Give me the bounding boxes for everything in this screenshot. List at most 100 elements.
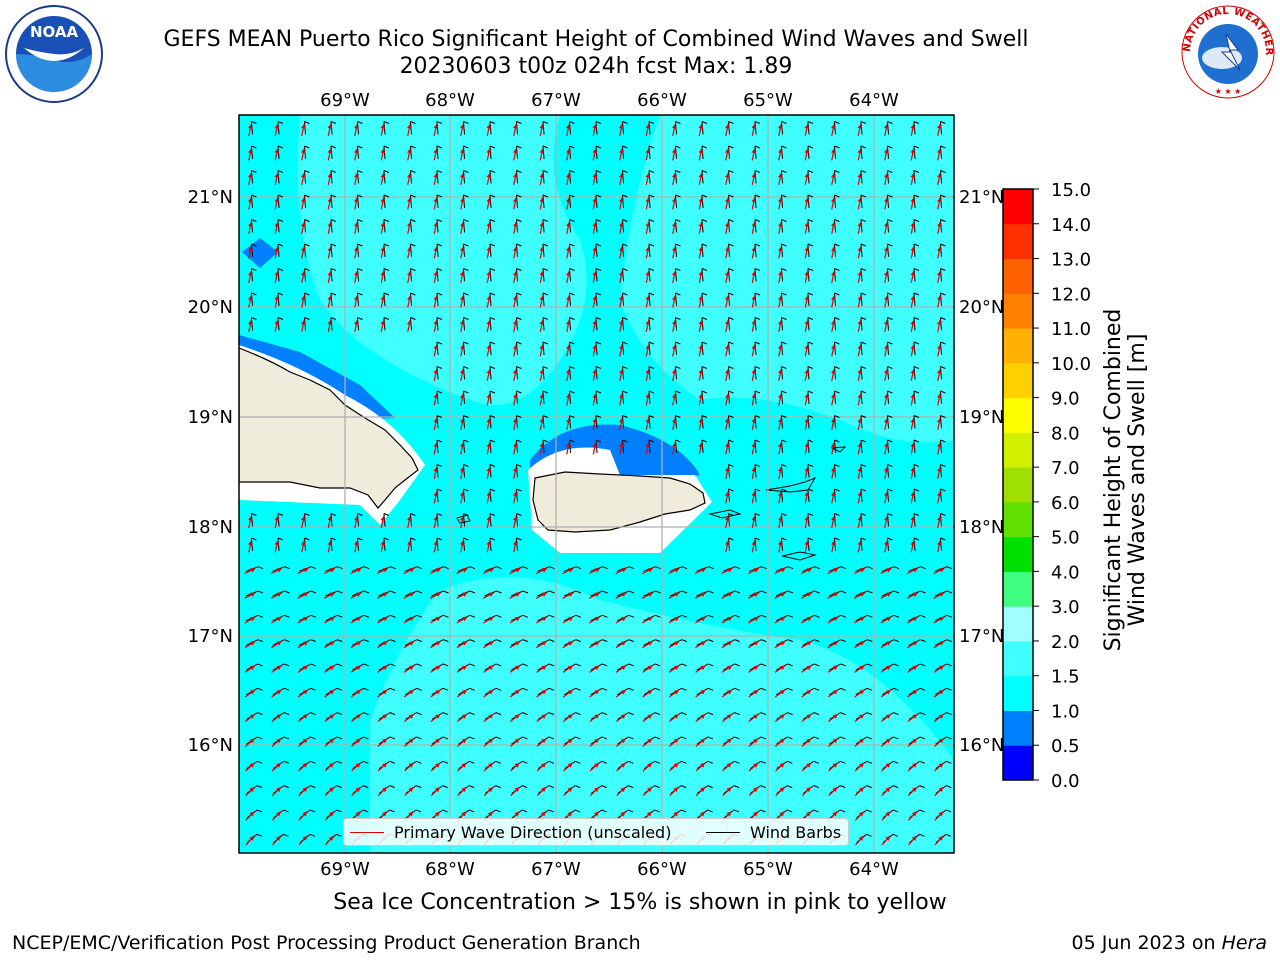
wind-barb-flag (913, 513, 920, 516)
wave-arrow-head (647, 641, 653, 646)
wave-arrow-head (433, 148, 439, 154)
wave-arrow-head (275, 787, 281, 793)
wind-barb-flag (569, 415, 575, 418)
wind-barb-flag (416, 639, 423, 643)
wave-arrow-head (700, 592, 706, 597)
wind-barb-flag (708, 590, 714, 594)
wave-arrow-head (329, 592, 335, 597)
wind-barb-flag (814, 566, 820, 570)
wind-barb-flag (839, 809, 846, 813)
wind-barb-flag (940, 366, 946, 369)
wave-arrow-head (883, 148, 889, 154)
wave-arrow-head (938, 689, 944, 695)
land-virgin-islands (765, 476, 817, 493)
wind-barb-flag (860, 121, 867, 124)
wind-barb-flag (807, 194, 814, 198)
wave-arrow-head (936, 295, 942, 301)
wave-arrow-head (541, 592, 547, 597)
wind-barb-flag (251, 292, 257, 296)
wind-barb-flag (728, 170, 734, 173)
wave-arrow-head (328, 811, 334, 817)
wind-barb-flag (383, 145, 390, 149)
wave-arrow-head (621, 617, 627, 622)
colorbar-segment (1003, 328, 1033, 364)
wind-barb-flag (304, 219, 310, 222)
wind-barb-flag (940, 513, 946, 516)
wind-barb-flag (655, 663, 661, 667)
wind-barb-flag (549, 566, 555, 570)
wave-arrow-head (752, 811, 758, 817)
wind-barb-flag (867, 590, 873, 594)
wind-barb-flag (575, 712, 581, 716)
wave-arrow-head (381, 787, 387, 793)
wave-arrow-head (512, 418, 518, 423)
wind-barb-flag (786, 809, 793, 813)
wind-barb-flag (787, 663, 793, 667)
wind-barb-flag (675, 194, 681, 198)
svg-text:★ ★ ★: ★ ★ ★ (1215, 87, 1242, 96)
wave-arrow-head (671, 246, 677, 252)
lat-tick-left: 19°N (188, 407, 233, 428)
wave-arrow-head (274, 540, 280, 546)
wind-barb-flag (867, 663, 873, 667)
wave-arrow-head (592, 246, 598, 252)
wind-barb-flag (383, 194, 390, 198)
wave-arrow-head (514, 787, 520, 793)
lon-tick-bottom: 67°W (531, 859, 581, 880)
lat-tick-left: 16°N (188, 735, 233, 756)
wave-arrow-head (645, 295, 651, 301)
wind-barb-flag (336, 736, 343, 740)
wind-barb-flag (416, 663, 422, 667)
wave-arrow-head (433, 369, 439, 374)
wind-barb-flag (860, 488, 867, 492)
wave-arrow-head (700, 617, 706, 622)
wave-arrow-head (751, 344, 757, 350)
wave-arrow-head (486, 467, 492, 472)
wave-arrow-head (645, 393, 651, 399)
wave-arrow-head (541, 762, 546, 768)
wind-barb-flag (860, 464, 867, 467)
wind-barb-flag (734, 663, 740, 667)
colorbar-tick-label: 2.0 (1051, 632, 1080, 653)
wave-arrow-head (434, 787, 440, 793)
wind-barb-flag (754, 415, 761, 418)
wave-arrow-head (857, 442, 863, 448)
wave-arrow-head (673, 811, 679, 817)
wave-arrow-head (671, 173, 677, 178)
wave-arrow-head (355, 665, 361, 671)
wind-barb-flag (516, 537, 522, 541)
colorbar-tick-label: 1.5 (1051, 667, 1080, 688)
wind-barb-flag (363, 590, 370, 594)
wind-barb-flag (595, 366, 602, 369)
wind-barb-flag (489, 537, 496, 541)
wind-barb-flag (443, 590, 449, 594)
wave-arrow-head (276, 762, 281, 768)
wave-arrow-head (539, 222, 545, 227)
wind-barb-flag (251, 219, 257, 222)
wind-barb-flag (834, 390, 840, 394)
wave-arrow-head (912, 641, 918, 646)
wave-arrow-head (327, 148, 333, 154)
wave-arrow-head (777, 442, 783, 448)
wave-arrow-head (302, 689, 308, 695)
wave-arrow-head (724, 246, 730, 252)
wind-barb-flag (701, 292, 708, 296)
wave-arrow-head (486, 369, 492, 374)
wave-arrow-head (859, 617, 865, 622)
wave-arrow-head (250, 592, 256, 597)
wave-arrow-head (592, 173, 598, 178)
wind-barb-flag (257, 639, 264, 643)
wave-arrow-head (883, 393, 889, 399)
wave-arrow-head (936, 271, 942, 276)
wind-barb-flag (675, 121, 681, 124)
wind-barb-flag (542, 341, 549, 345)
wind-barb-flag (813, 687, 820, 691)
wind-barb-flag (416, 687, 422, 691)
wind-barb-flag (363, 566, 370, 570)
wind-barb-flag (840, 785, 846, 789)
wave-arrow-head (804, 344, 810, 350)
wave-arrow-head (645, 148, 651, 154)
wave-arrow-head (515, 568, 521, 573)
wave-arrow-head (857, 246, 863, 252)
wind-barb-flag (463, 268, 469, 271)
